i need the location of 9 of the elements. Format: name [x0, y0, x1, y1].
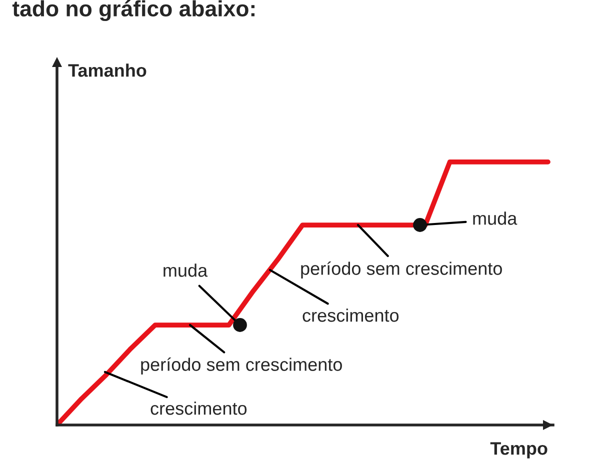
annotation: crescimento — [302, 308, 399, 322]
y-axis-title: Tamanho — [68, 64, 146, 77]
annotation: período sem crescimento — [301, 261, 502, 279]
annotation: muda — [473, 212, 518, 225]
chart-title: tado no gráfico abaixo: — [12, 0, 254, 22]
annotation: crescimento — [150, 402, 247, 415]
x-axis-title: Tempo — [490, 442, 548, 458]
annotation: muda — [164, 264, 208, 277]
annotation: período sem crescimento — [141, 357, 342, 375]
